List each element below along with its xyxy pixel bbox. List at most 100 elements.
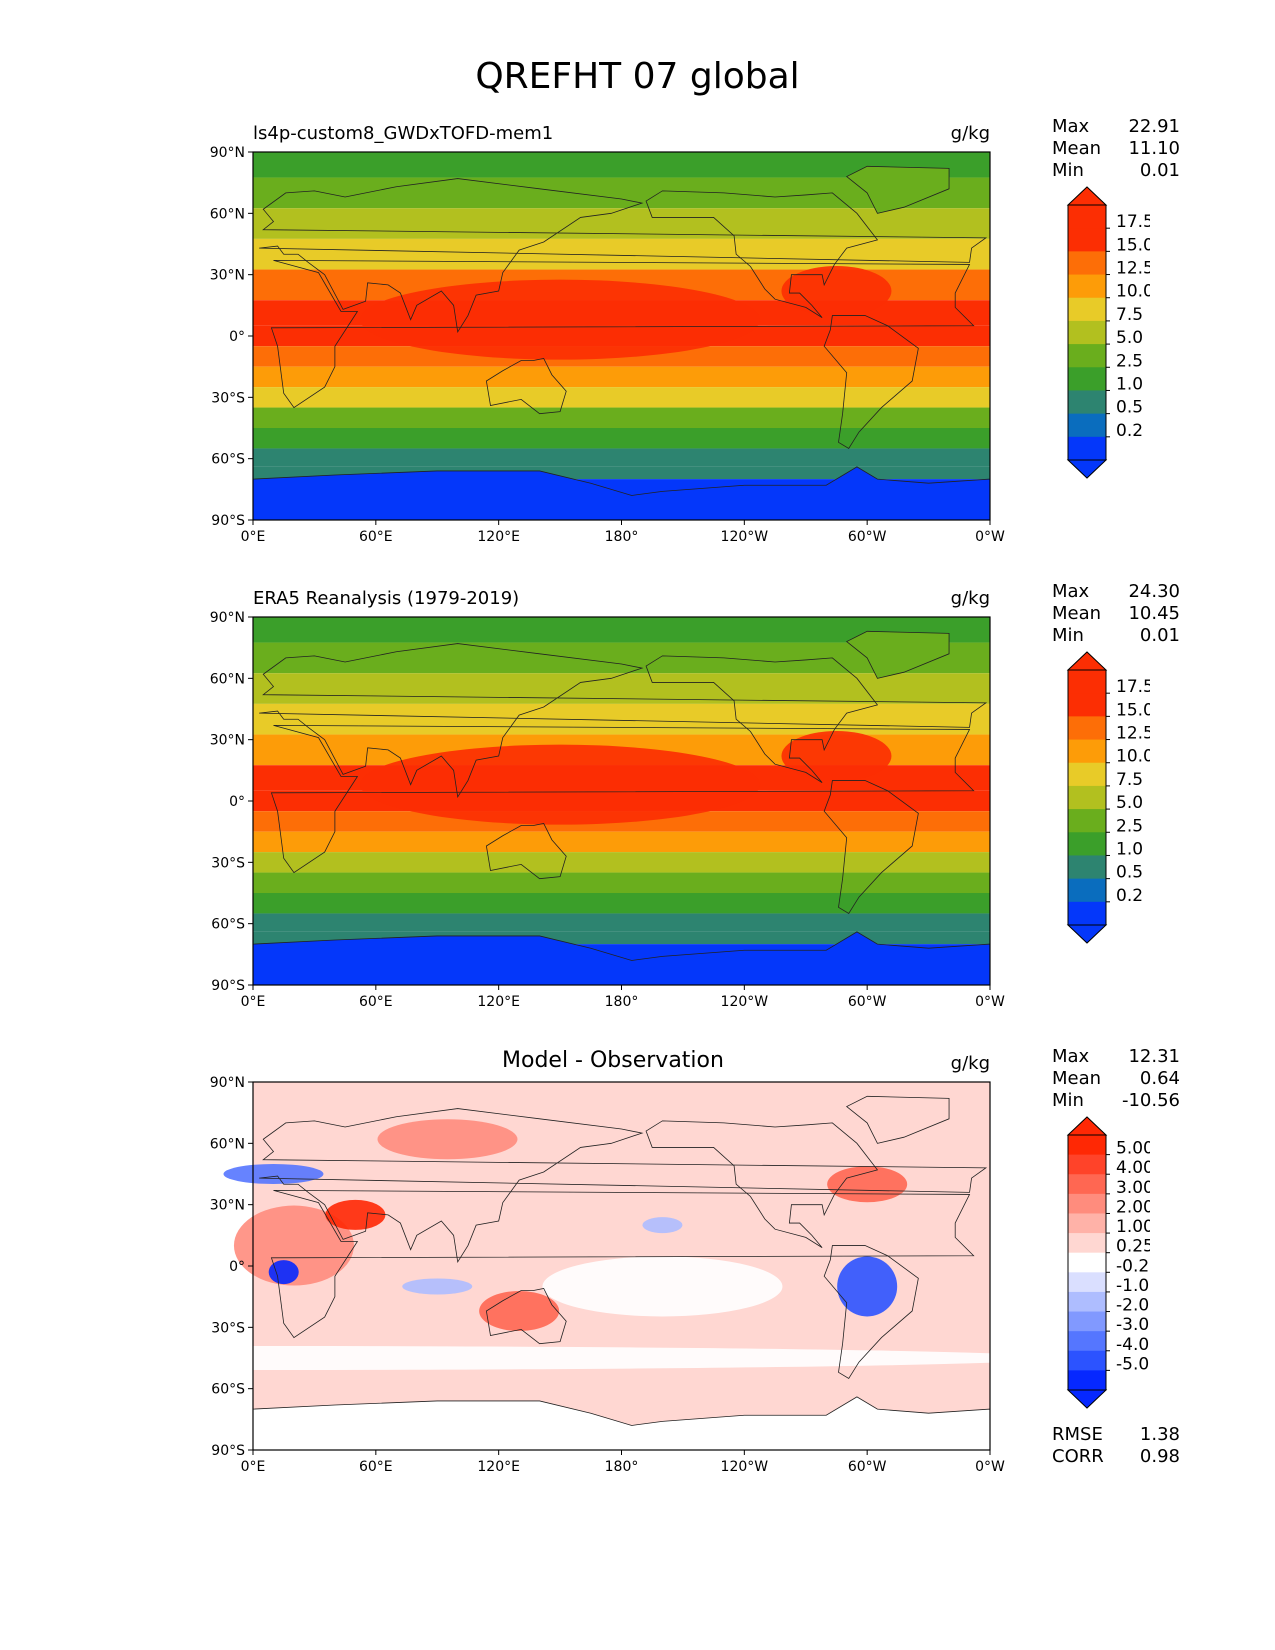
lat-tick-label: 60°N [210, 671, 245, 687]
colorbar-tick-label: -5.00 [1116, 1354, 1150, 1374]
coastline-africa [270, 724, 975, 874]
panel-3-title: Model - Observation [502, 1048, 724, 1073]
lon-tick-label: 60°W [848, 1459, 887, 1475]
stat-mean-label: Mean [1052, 603, 1102, 624]
coastline-europe-asia [259, 178, 988, 334]
colorbar-frame [1067, 669, 1107, 926]
colorbar-segment [1068, 228, 1106, 252]
colorbar-segment [1068, 1370, 1106, 1391]
colorbar-segment [1068, 436, 1106, 461]
warm-pool [360, 744, 761, 825]
lat-tick-label: 90°S [211, 513, 245, 529]
colorbar-min-extend [1066, 459, 1108, 479]
colorbar-segment [1068, 901, 1106, 926]
colorbar-segment [1068, 670, 1106, 694]
panel-1-colorbar: 17.5 15.0 12.5 10.0 7.5 5.0 2.5 1.0 0.5 0.2 [1066, 186, 1150, 479]
colorbar-segment [1068, 205, 1106, 229]
panel-3-stats: Max 12.31 Mean 0.64 Min -10.56 [1052, 1046, 1180, 1112]
stat-mean-value: 11.10 [1128, 138, 1180, 159]
moisture-band [253, 831, 990, 853]
colorbar-max-extend [1066, 1116, 1108, 1136]
lon-tick-label: 120°E [477, 529, 520, 545]
moisture-band [253, 448, 990, 467]
colorbar-segment [1068, 1252, 1106, 1273]
lat-tick-label: 90°S [211, 978, 245, 994]
colorbar-tick-label: 2.5 [1116, 816, 1143, 836]
coastline-europe-asia [259, 643, 988, 799]
colorbar-tick-label: 1.0 [1116, 374, 1143, 394]
moisture-band [253, 238, 990, 270]
coastline-south-america [823, 315, 919, 449]
colorbar-segment [1068, 297, 1106, 322]
colorbar-tick-label: 2.5 [1116, 351, 1143, 371]
panel-2-units: g/kg [950, 588, 990, 609]
colorbar-segment [1068, 1174, 1106, 1195]
coastline-north-america [645, 190, 879, 318]
lon-tick-label: 120°E [477, 994, 520, 1010]
coastline-australia [485, 1288, 567, 1345]
coastline-greenland [845, 165, 950, 214]
panel-2-title: ERA5 Reanalysis (1979-2019) [253, 588, 520, 609]
lat-tick-label: 30°N [210, 733, 245, 749]
stat-min-value: 0.01 [1139, 160, 1180, 181]
colorbar-tick-label: 12.5 [1116, 259, 1150, 279]
colorbar-tick-label: 1.0 [1116, 839, 1143, 859]
colorbar-segment [1068, 413, 1106, 438]
lon-tick-label: 60°W [848, 529, 887, 545]
stat-max-label: Max [1052, 1046, 1090, 1067]
colorbar-tick-label: 0.25 [1116, 1237, 1150, 1257]
panel-3-metrics: RMSE 1.38 CORR 0.98 [1052, 1424, 1180, 1468]
anomaly-region [223, 1164, 324, 1184]
anomaly-region [325, 1199, 386, 1230]
colorbar-segment [1068, 832, 1106, 856]
stat-mean-value: 0.64 [1139, 1068, 1180, 1089]
colorbar-segment [1068, 367, 1106, 391]
colorbar-tick-label: 4.00 [1116, 1158, 1150, 1178]
lon-tick-label: 120°E [477, 1459, 520, 1475]
anomaly-region [402, 1278, 473, 1295]
panel-1-units: g/kg [950, 123, 990, 144]
stat-max-label: Max [1052, 116, 1090, 137]
coastline-greenland [845, 630, 950, 679]
colorbar-tick-label: 2.00 [1116, 1197, 1150, 1217]
panel-3-colorbar: 5.004.003.002.001.000.25-0.25-1.00-2.00-… [1066, 1116, 1150, 1409]
anomaly-region [479, 1290, 560, 1331]
moisture-band [253, 366, 990, 388]
corr-value: 0.98 [1139, 1446, 1180, 1467]
colorbar-segment [1068, 1154, 1106, 1175]
lat-tick-label: 90°N [210, 145, 245, 161]
coastline-north-america [645, 655, 879, 783]
lon-tick-label: 0°E [241, 994, 266, 1010]
stat-mean-label: Mean [1052, 1068, 1102, 1089]
stat-min-label: Min [1052, 625, 1084, 646]
moisture-band [253, 703, 990, 735]
colorbar-tick-label: -2.00 [1116, 1296, 1150, 1316]
stat-min-label: Min [1052, 1090, 1084, 1111]
lat-tick-label: 30°N [210, 268, 245, 284]
lon-tick-label: 60°E [359, 1459, 393, 1475]
lon-tick-label: 120°W [721, 529, 769, 545]
stat-max-label: Max [1052, 581, 1090, 602]
colorbar-tick-label: 0.5 [1116, 398, 1143, 418]
moisture-band [253, 852, 990, 873]
lat-tick-label: 0° [229, 1259, 245, 1275]
colorbar-max-extend [1066, 651, 1108, 671]
colorbar-tick-label: 3.00 [1116, 1178, 1150, 1198]
colorbar-frame [1067, 1134, 1107, 1391]
colorbar-segment [1068, 1331, 1106, 1352]
lat-tick-label: 60°N [210, 206, 245, 222]
coastline-australia [485, 823, 567, 880]
anomaly-region [377, 1119, 518, 1160]
panel-1-stats: Max 22.91 Mean 11.10 Min 0.01 [1052, 116, 1180, 182]
colorbar-segment [1068, 251, 1106, 276]
stat-min-value: -10.56 [1121, 1090, 1180, 1111]
stat-max-value: 12.31 [1128, 1046, 1180, 1067]
colorbar-segment [1068, 693, 1106, 717]
stat-min-label: Min [1052, 160, 1084, 181]
panel-3-map: 90°N 60°N 30°N 0° 30°S 60°S 90°S0°E 60°E 120°E 18… [180, 1075, 1030, 1475]
coastline-africa [270, 1189, 975, 1339]
colorbar-segment [1068, 785, 1106, 810]
colorbar-segment [1068, 878, 1106, 903]
lon-tick-label: 60°E [359, 529, 393, 545]
lon-tick-label: 0°W [975, 529, 1005, 545]
